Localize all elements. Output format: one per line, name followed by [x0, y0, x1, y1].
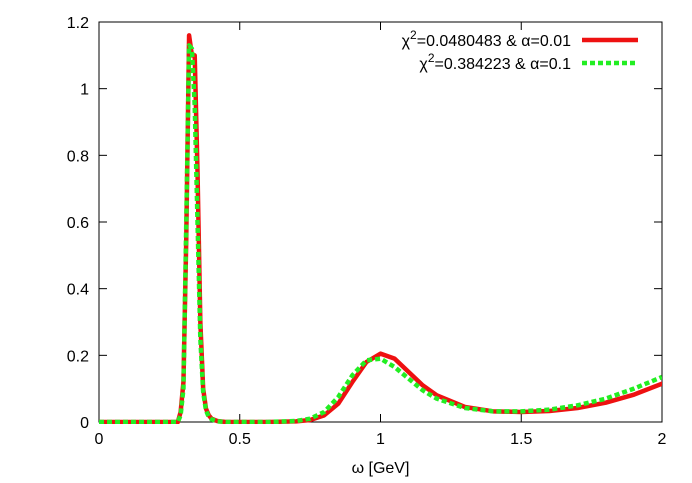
- x-tick-label: 1.5: [510, 431, 532, 448]
- legend-label: χ2=0.0480483 & α=0.01: [402, 28, 571, 50]
- y-tick-label: 0.4: [67, 282, 89, 299]
- y-tick-label: 0: [80, 415, 89, 432]
- x-tick-label: 2: [658, 431, 667, 448]
- x-tick-label: 0: [95, 431, 104, 448]
- legend-label: χ2=0.384223 & α=0.1: [419, 51, 571, 73]
- series-line-alpha-0.1: [99, 43, 662, 424]
- x-tick-label: 1: [376, 431, 385, 448]
- y-tick-label: 1: [80, 82, 89, 99]
- x-tick-label: 0.5: [229, 431, 251, 448]
- series-layer: [99, 33, 662, 424]
- y-axis-ticks: 0 0.2 0.4 0.6 0.8 1 1.2: [67, 15, 662, 432]
- y-tick-label: 1.2: [67, 15, 89, 32]
- x-axis-ticks: 0 0.5 1 1.5 2: [95, 22, 667, 448]
- y-tick-label: 0.8: [67, 148, 89, 165]
- x-axis-label: ω [GeV]: [352, 460, 410, 477]
- y-tick-label: 0.2: [67, 348, 89, 365]
- y-tick-label: 0.6: [67, 215, 89, 232]
